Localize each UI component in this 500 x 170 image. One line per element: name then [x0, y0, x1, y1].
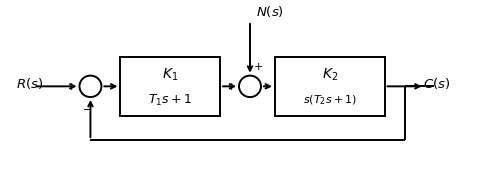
Bar: [275, 57, 384, 116]
Text: $N(s)$: $N(s)$: [256, 4, 284, 19]
Bar: [120, 57, 220, 116]
Text: $R(s)$: $R(s)$: [16, 76, 43, 91]
Text: $T_1s+1$: $T_1s+1$: [148, 92, 192, 108]
Text: $+$: $+$: [253, 61, 263, 72]
Text: $K_1$: $K_1$: [162, 66, 178, 83]
Text: $s(T_2s+1)$: $s(T_2s+1)$: [302, 93, 357, 107]
Circle shape: [239, 76, 261, 97]
Text: $-$: $-$: [82, 103, 92, 113]
Text: $+$: $+$: [226, 81, 236, 92]
Text: $+$: $+$: [66, 81, 76, 92]
Text: $K_2$: $K_2$: [322, 66, 338, 83]
Circle shape: [80, 76, 102, 97]
Text: $C(s)$: $C(s)$: [422, 76, 450, 91]
